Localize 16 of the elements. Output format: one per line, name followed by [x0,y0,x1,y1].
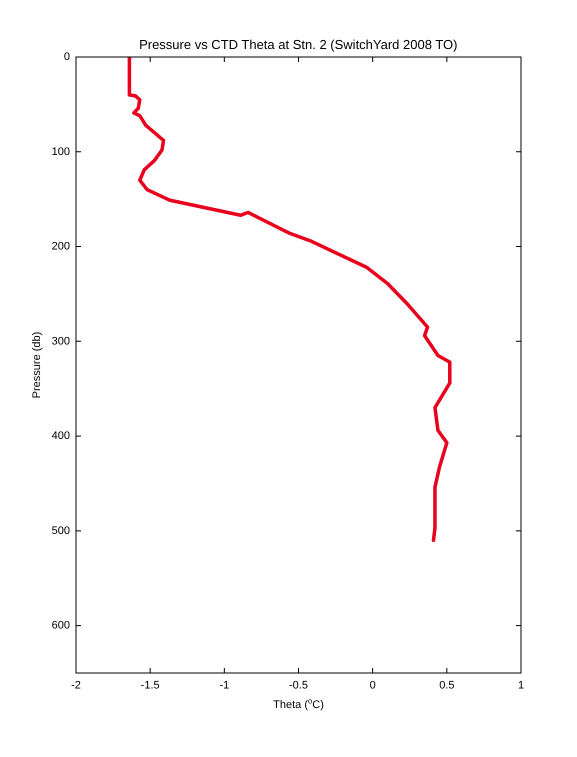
x-tick-label: -0.5 [289,680,308,692]
y-tick-label: 500 [52,524,70,537]
y-tick-label: 600 [52,620,70,632]
y-tick-label: 300 [52,335,70,348]
y-tick-label: 400 [52,430,70,442]
x-tick-label: 0.5 [439,680,454,692]
chart-title: Pressure vs CTD Theta at Stn. 2 (SwitchYard 2008 TO) [139,37,458,52]
x-tick-label: -2 [71,680,81,692]
y-tick-label: 200 [52,240,70,253]
y-tick-label: 100 [52,146,70,158]
x-tick-label: 0 [370,680,376,692]
x-tick-label: -1 [219,680,230,692]
y-axis-title: Pressure (db) [31,332,43,398]
x-tick-label: -1.5 [140,680,160,692]
y-tick-label: 0 [64,51,70,64]
x-tick-label: 1 [518,680,524,692]
